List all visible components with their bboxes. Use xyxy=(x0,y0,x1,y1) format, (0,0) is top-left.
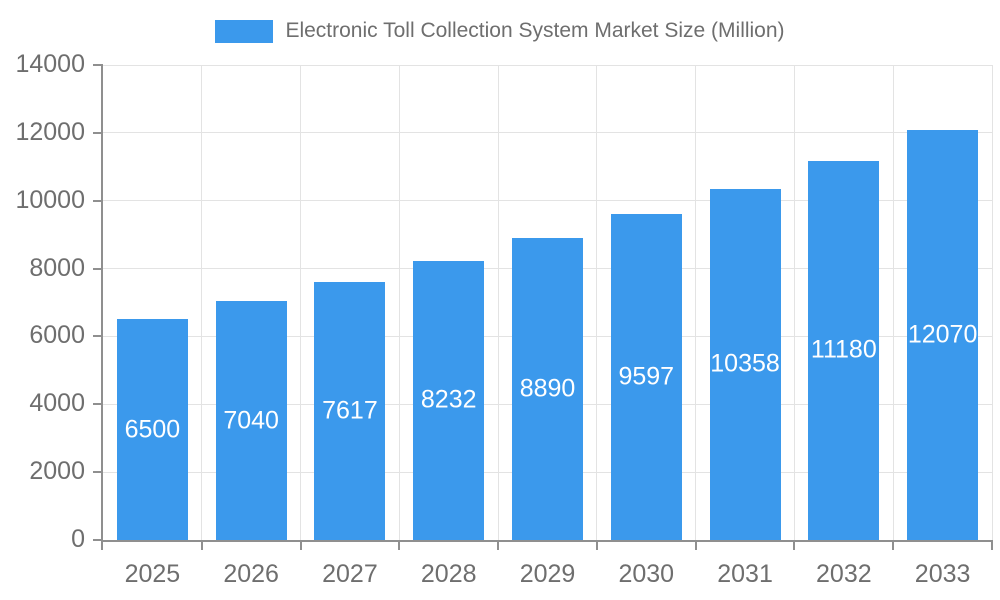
bar-value-label: 8232 xyxy=(420,385,477,414)
bar-value-label: 7617 xyxy=(322,396,378,425)
x-axis-line xyxy=(101,540,992,542)
x-axis-tick xyxy=(299,540,302,550)
y-axis-label: 8000 xyxy=(29,253,85,282)
legend-swatch-icon xyxy=(215,19,274,43)
y-axis-tick xyxy=(93,64,103,66)
y-axis-tick xyxy=(93,539,103,541)
bar-value-label: 11180 xyxy=(810,335,877,364)
bar[interactable] xyxy=(610,214,682,540)
y-axis-tick xyxy=(93,335,103,338)
x-axis-label: 2026 xyxy=(223,560,279,588)
bar-value-label: 12070 xyxy=(907,320,978,349)
chart-legend[interactable]: Electronic Toll Collection System Market… xyxy=(0,18,1000,44)
v-grid-line xyxy=(991,65,993,540)
x-axis-label: 2031 xyxy=(717,560,773,588)
y-axis-line xyxy=(101,65,103,550)
bar-value-label: 8890 xyxy=(519,374,576,403)
bar-value-label: 10358 xyxy=(710,349,780,378)
x-axis-label: 2029 xyxy=(519,560,576,588)
y-axis-label: 12000 xyxy=(15,117,85,146)
y-grid-line xyxy=(103,200,992,202)
y-axis-tick xyxy=(93,131,103,134)
y-axis-label: 0 xyxy=(71,524,85,553)
bar[interactable] xyxy=(512,238,583,540)
bar[interactable] xyxy=(314,281,386,540)
y-axis-tick xyxy=(93,267,103,270)
v-grid-line xyxy=(497,65,499,540)
x-axis-label: 2028 xyxy=(420,560,477,588)
v-grid-line xyxy=(695,65,697,540)
x-axis-label: 2030 xyxy=(618,560,675,588)
v-grid-line xyxy=(892,65,894,540)
v-grid-line xyxy=(201,65,203,540)
x-axis-label: 2025 xyxy=(124,560,181,588)
bar[interactable] xyxy=(709,188,781,540)
y-axis-label: 10000 xyxy=(15,185,85,214)
x-axis-label: 2032 xyxy=(816,560,872,588)
v-grid-line xyxy=(793,65,795,540)
bar-value-label: 9597 xyxy=(618,362,675,391)
bar[interactable] xyxy=(215,301,287,540)
y-axis-tick xyxy=(93,471,103,474)
legend-label: Electronic Toll Collection System Market… xyxy=(285,19,785,42)
x-axis-tick xyxy=(694,540,697,550)
x-axis-label: 2033 xyxy=(914,560,971,588)
x-axis-tick xyxy=(892,540,895,550)
y-grid-line xyxy=(103,64,992,66)
x-axis-tick xyxy=(793,540,796,550)
y-grid-line xyxy=(103,132,992,134)
y-axis-label: 2000 xyxy=(29,457,85,486)
bar-value-label: 7040 xyxy=(223,406,279,435)
x-axis-tick xyxy=(991,540,993,550)
x-axis-label: 2027 xyxy=(322,560,378,588)
x-axis-tick xyxy=(497,540,500,550)
x-axis-tick xyxy=(398,540,401,550)
bar-value-label: 6500 xyxy=(124,415,181,444)
y-axis-tick xyxy=(93,403,103,406)
y-axis-label: 6000 xyxy=(29,321,85,350)
v-grid-line xyxy=(596,65,598,540)
y-axis-label: 4000 xyxy=(29,389,85,418)
x-axis-tick xyxy=(595,540,598,550)
v-grid-line xyxy=(398,65,400,540)
v-grid-line xyxy=(300,65,302,540)
bar[interactable] xyxy=(907,130,979,540)
bar[interactable] xyxy=(413,260,485,540)
y-axis-tick xyxy=(93,199,103,202)
bar[interactable] xyxy=(808,160,880,540)
y-axis-label: 14000 xyxy=(15,49,85,78)
x-axis-tick xyxy=(200,540,203,550)
bar[interactable] xyxy=(116,319,188,540)
